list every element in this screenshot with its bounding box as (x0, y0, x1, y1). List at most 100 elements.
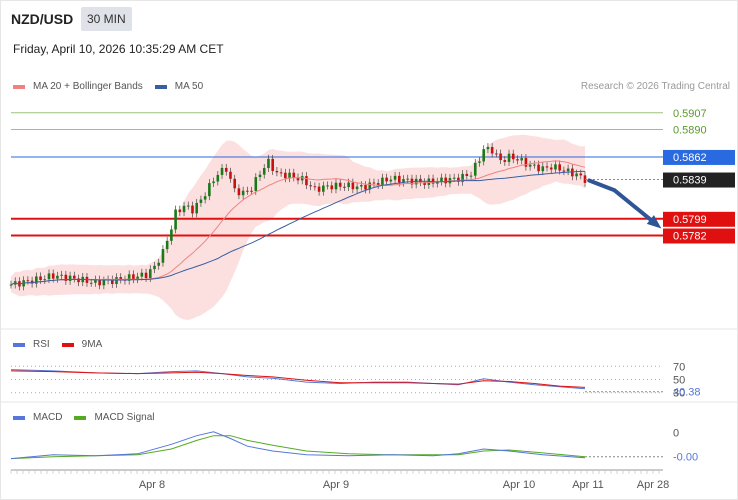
candle-body (279, 172, 283, 174)
candle-body (351, 182, 355, 190)
candle-body (317, 186, 321, 192)
candle-body (186, 205, 190, 207)
rsi-value-label: 40.38 (673, 387, 701, 399)
candle-body (216, 174, 220, 182)
candle-body (355, 186, 359, 190)
candle-body (423, 182, 426, 185)
candle-body (495, 153, 498, 155)
candle-body (284, 172, 287, 179)
candle-body (258, 174, 262, 178)
candle-body (397, 175, 401, 183)
candle-body (68, 275, 72, 281)
candle-body (60, 274, 63, 276)
pivot-tag (663, 149, 735, 165)
x-axis-label-5: Apr 28 (637, 479, 669, 491)
x-axis-label-4: Apr 11 (572, 479, 604, 491)
candle-body (313, 186, 317, 188)
candle-body (372, 182, 376, 184)
candle-body (545, 166, 549, 168)
rsi-tick-70: 70 (673, 361, 685, 373)
candle-body (419, 178, 422, 183)
candle-body (292, 172, 296, 178)
candle-body (389, 179, 393, 182)
macd-line (10, 431, 586, 460)
rsi-swatch (13, 342, 25, 347)
candle-body (461, 173, 464, 182)
candle-body (406, 178, 410, 180)
candle-body (224, 167, 228, 172)
candle-body (549, 167, 553, 170)
candle-body (402, 179, 405, 183)
candle-body (254, 177, 258, 191)
rsi-legend: RSI 9MA (13, 339, 114, 350)
candle-body (435, 181, 439, 184)
candle-body (393, 175, 397, 180)
candle-body (212, 181, 215, 184)
candle-body (94, 279, 97, 283)
candle-body (115, 277, 118, 285)
candle-body (347, 182, 350, 188)
candle-body (132, 274, 135, 280)
candle-body (482, 149, 486, 162)
candle-body (503, 160, 507, 162)
timeframe-badge[interactable]: 30 MIN (81, 7, 132, 31)
candle-body (170, 229, 173, 241)
candle-body (490, 146, 494, 154)
ma20-swatch (13, 84, 25, 89)
candle-body (376, 183, 380, 186)
ma50-line (10, 170, 585, 286)
candle-body (288, 172, 291, 179)
main-legend: MA 20 + Bollinger Bands MA 50 (13, 81, 215, 92)
candle-body (153, 265, 156, 270)
candle-body (381, 177, 384, 186)
candle-body (326, 185, 329, 187)
candle-body (241, 190, 245, 196)
candle-body (516, 159, 519, 161)
candle-body (440, 177, 443, 182)
candle-body (300, 176, 304, 181)
candle-body (334, 182, 338, 190)
candle-body (520, 158, 523, 161)
candle-body (368, 182, 372, 190)
macd-legend-label: MACD (33, 412, 63, 423)
candle-body (136, 276, 139, 280)
candle-body (511, 153, 515, 160)
rsi-ma-legend-label: 9MA (81, 339, 103, 350)
candle-body (271, 158, 274, 171)
candle-body (469, 175, 473, 177)
resistance-label-1: 0.5907 (673, 108, 707, 120)
candle-body (465, 173, 469, 177)
candle-body (127, 274, 131, 281)
candle-body (208, 183, 211, 197)
candle-body (246, 190, 249, 192)
candle-body (73, 275, 76, 279)
candle-body (119, 277, 123, 280)
macd-value-label: -0.00 (673, 452, 698, 464)
forecast-arrow (587, 178, 659, 227)
candle-body (237, 188, 241, 196)
rsi-legend-label: RSI (33, 339, 50, 350)
candle-body (499, 153, 502, 161)
candle-body (165, 240, 169, 250)
candle-body (338, 182, 342, 187)
candle-body (47, 273, 51, 280)
candle-body (444, 177, 448, 184)
candle-body (77, 278, 80, 283)
ma50-legend-label: MA 50 (174, 81, 204, 92)
candle-body (102, 280, 106, 286)
macd-legend: MACD MACD Signal (13, 412, 166, 423)
candle-body (148, 269, 152, 279)
candle-body (524, 158, 528, 167)
candle-body (178, 209, 182, 213)
candle-body (478, 161, 481, 163)
candle-body (39, 276, 42, 281)
candle-body (110, 279, 114, 285)
candle-body (385, 177, 388, 182)
candle-body (250, 190, 253, 192)
candle-body (174, 209, 177, 230)
candle-body (309, 185, 312, 187)
candle-body (35, 276, 38, 284)
candle-body (566, 168, 570, 172)
macd-signal-swatch (74, 415, 87, 420)
